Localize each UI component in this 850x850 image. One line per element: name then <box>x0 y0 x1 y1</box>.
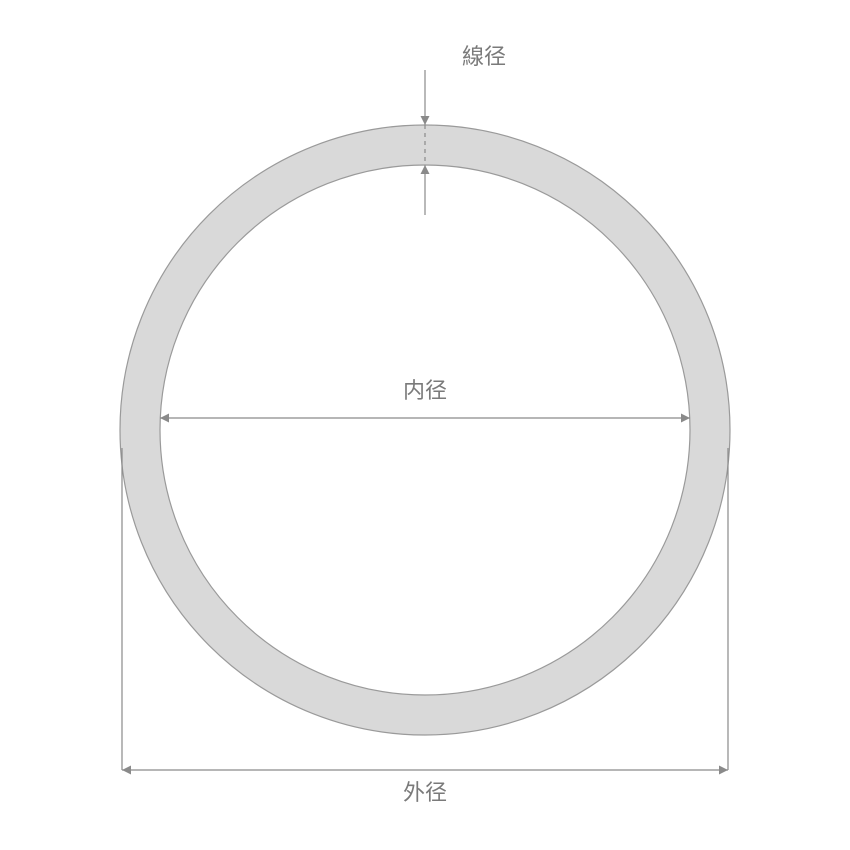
wire-diameter-label: 線径 <box>462 44 506 69</box>
inner-diameter-label: 内径 <box>403 378 447 403</box>
outer-diameter-label: 外径 <box>403 780 447 805</box>
ring-shape <box>120 125 730 735</box>
